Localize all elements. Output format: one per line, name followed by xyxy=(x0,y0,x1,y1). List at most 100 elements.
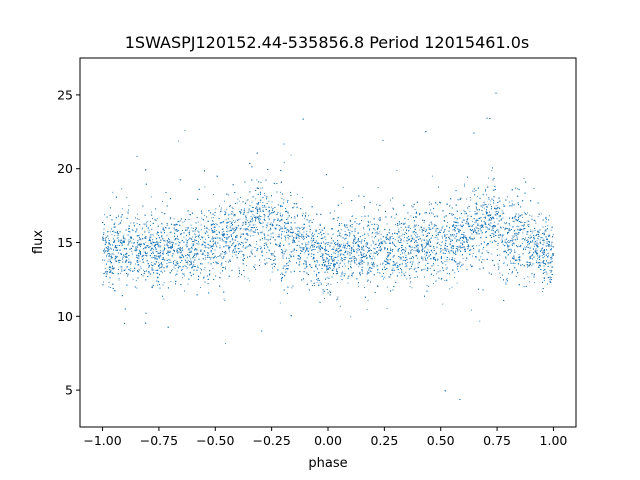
data-point xyxy=(175,274,177,276)
data-point xyxy=(440,279,442,281)
data-point xyxy=(387,260,389,262)
data-point xyxy=(356,223,358,225)
data-point xyxy=(298,263,300,265)
data-point xyxy=(493,218,495,220)
data-point xyxy=(271,271,273,273)
data-point xyxy=(454,253,456,254)
data-point xyxy=(464,213,466,215)
data-point xyxy=(305,235,307,237)
data-point xyxy=(341,273,343,275)
data-point xyxy=(280,245,282,247)
data-point xyxy=(235,226,237,228)
data-point xyxy=(491,170,493,172)
data-point xyxy=(262,187,264,189)
data-point xyxy=(543,280,545,281)
data-point xyxy=(192,248,194,250)
data-point xyxy=(213,238,215,240)
data-point xyxy=(280,191,281,193)
data-point xyxy=(335,242,337,244)
data-point xyxy=(415,247,417,249)
data-point xyxy=(311,242,313,244)
data-point xyxy=(442,303,444,305)
data-point xyxy=(155,250,157,252)
data-point xyxy=(239,218,241,220)
data-point xyxy=(178,220,180,222)
data-point xyxy=(327,265,329,267)
data-point xyxy=(344,257,346,258)
data-point xyxy=(212,222,214,224)
data-point xyxy=(507,247,509,249)
data-point xyxy=(414,225,416,227)
data-point xyxy=(386,258,388,260)
data-point xyxy=(378,242,380,244)
data-point xyxy=(215,222,217,224)
data-point xyxy=(400,227,402,228)
data-point xyxy=(518,260,520,262)
data-point xyxy=(271,206,273,208)
data-point xyxy=(377,285,379,287)
data-point xyxy=(541,255,543,256)
data-point xyxy=(357,244,359,245)
data-point xyxy=(413,247,415,249)
data-point xyxy=(505,281,507,283)
data-point xyxy=(125,260,127,262)
data-point xyxy=(152,251,154,253)
data-point xyxy=(374,244,376,246)
data-point xyxy=(363,287,365,288)
data-point xyxy=(368,250,370,252)
data-point xyxy=(164,247,165,249)
data-point xyxy=(228,214,229,216)
data-point xyxy=(419,229,421,231)
data-point xyxy=(494,221,496,223)
data-point xyxy=(530,242,532,243)
data-point xyxy=(377,240,379,242)
data-point xyxy=(221,264,223,266)
data-point xyxy=(458,225,460,227)
data-point xyxy=(130,268,132,270)
data-point xyxy=(467,225,469,227)
data-point xyxy=(245,229,247,231)
data-point xyxy=(302,237,304,239)
data-point xyxy=(289,255,291,257)
data-point xyxy=(349,225,351,227)
data-point xyxy=(543,234,545,236)
data-point xyxy=(245,219,247,220)
data-point xyxy=(519,258,521,260)
data-point xyxy=(186,229,188,231)
data-point xyxy=(160,245,162,247)
data-point xyxy=(402,229,404,231)
data-point xyxy=(187,263,189,265)
data-point xyxy=(509,260,511,262)
data-point xyxy=(355,249,357,250)
data-point xyxy=(232,237,233,239)
data-point xyxy=(527,212,528,214)
data-point xyxy=(192,236,194,238)
data-point xyxy=(291,227,293,229)
data-point xyxy=(160,250,162,252)
data-point xyxy=(150,196,152,198)
data-point xyxy=(478,228,480,230)
data-point xyxy=(272,221,274,223)
data-point xyxy=(379,263,381,265)
data-point xyxy=(464,219,466,221)
data-point xyxy=(215,208,217,210)
data-point xyxy=(336,248,338,250)
data-point xyxy=(466,242,468,243)
data-point xyxy=(437,238,439,240)
data-point xyxy=(462,246,464,248)
data-point xyxy=(350,261,352,263)
data-point xyxy=(150,225,151,227)
data-point xyxy=(511,200,513,202)
data-point xyxy=(525,237,526,239)
data-point xyxy=(458,229,459,231)
data-point xyxy=(541,248,543,250)
data-point xyxy=(288,244,290,246)
data-point xyxy=(307,243,309,245)
data-point xyxy=(415,236,417,238)
data-point xyxy=(531,265,533,267)
data-point xyxy=(262,202,264,203)
data-point xyxy=(424,268,426,270)
data-point xyxy=(174,238,176,240)
data-point xyxy=(213,261,214,263)
data-point xyxy=(184,220,186,222)
